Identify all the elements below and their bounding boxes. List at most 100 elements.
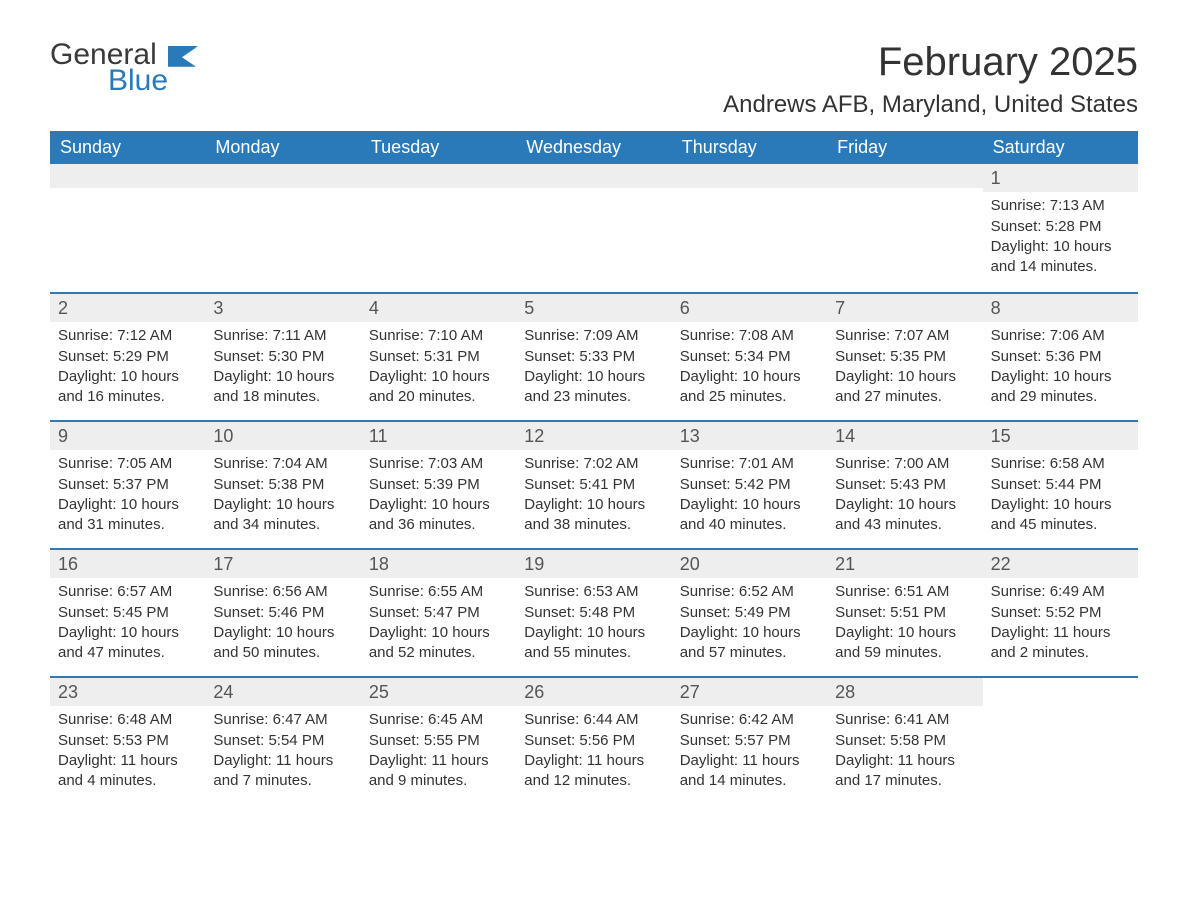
day-number: 11 (361, 422, 516, 450)
day-sunrise: Sunrise: 6:52 AM (680, 582, 819, 602)
calendar: SundayMondayTuesdayWednesdayThursdayFrid… (50, 131, 1138, 804)
day-sunset: Sunset: 5:47 PM (369, 603, 508, 623)
weekday-monday: Monday (205, 131, 360, 164)
day-dl1: Daylight: 10 hours (369, 367, 508, 387)
day-number (516, 164, 671, 188)
day-number: 15 (983, 422, 1138, 450)
day-cell: 21Sunrise: 6:51 AMSunset: 5:51 PMDayligh… (827, 550, 982, 676)
day-number: 28 (827, 678, 982, 706)
day-cell: 10Sunrise: 7:04 AMSunset: 5:38 PMDayligh… (205, 422, 360, 548)
weekday-sunday: Sunday (50, 131, 205, 164)
day-number: 22 (983, 550, 1138, 578)
day-number (827, 164, 982, 188)
day-cell (983, 678, 1138, 804)
day-sunset: Sunset: 5:34 PM (680, 347, 819, 367)
weekday-wednesday: Wednesday (516, 131, 671, 164)
day-sunrise: Sunrise: 6:42 AM (680, 710, 819, 730)
day-sunset: Sunset: 5:56 PM (524, 731, 663, 751)
week-row: 2Sunrise: 7:12 AMSunset: 5:29 PMDaylight… (50, 292, 1138, 420)
day-dl2: and 12 minutes. (524, 771, 663, 791)
day-dl2: and 52 minutes. (369, 643, 508, 663)
day-details: Sunrise: 6:49 AMSunset: 5:52 PMDaylight:… (991, 582, 1130, 663)
day-details: Sunrise: 7:08 AMSunset: 5:34 PMDaylight:… (680, 326, 819, 407)
day-dl2: and 45 minutes. (991, 515, 1130, 535)
day-cell: 2Sunrise: 7:12 AMSunset: 5:29 PMDaylight… (50, 294, 205, 420)
day-cell: 6Sunrise: 7:08 AMSunset: 5:34 PMDaylight… (672, 294, 827, 420)
day-dl1: Daylight: 10 hours (835, 623, 974, 643)
day-dl2: and 31 minutes. (58, 515, 197, 535)
day-dl1: Daylight: 10 hours (213, 367, 352, 387)
day-details: Sunrise: 6:58 AMSunset: 5:44 PMDaylight:… (991, 454, 1130, 535)
week-row: 16Sunrise: 6:57 AMSunset: 5:45 PMDayligh… (50, 548, 1138, 676)
day-dl1: Daylight: 10 hours (524, 495, 663, 515)
day-sunrise: Sunrise: 6:41 AM (835, 710, 974, 730)
day-sunset: Sunset: 5:49 PM (680, 603, 819, 623)
day-sunrise: Sunrise: 6:57 AM (58, 582, 197, 602)
flag-icon (168, 46, 202, 70)
title-block: February 2025 Andrews AFB, Maryland, Uni… (723, 40, 1138, 119)
day-cell: 15 Sunrise: 6:58 AMSunset: 5:44 PMDayligh… (983, 422, 1138, 548)
day-sunset: Sunset: 5:30 PM (213, 347, 352, 367)
day-dl2: and 36 minutes. (369, 515, 508, 535)
day-details: Sunrise: 7:02 AMSunset: 5:41 PMDaylight:… (524, 454, 663, 535)
day-number: 19 (516, 550, 671, 578)
day-dl1: Daylight: 11 hours (835, 751, 974, 771)
day-cell: 16Sunrise: 6:57 AMSunset: 5:45 PMDayligh… (50, 550, 205, 676)
day-cell: 11Sunrise: 7:03 AMSunset: 5:39 PMDayligh… (361, 422, 516, 548)
day-sunrise: Sunrise: 7:12 AM (58, 326, 197, 346)
day-sunset: Sunset: 5:39 PM (369, 475, 508, 495)
logo-text: General Blue (50, 40, 168, 96)
day-dl2: and 59 minutes. (835, 643, 974, 663)
day-cell: 24Sunrise: 6:47 AMSunset: 5:54 PMDayligh… (205, 678, 360, 804)
day-cell: 25Sunrise: 6:45 AMSunset: 5:55 PMDayligh… (361, 678, 516, 804)
day-details: Sunrise: 6:55 AMSunset: 5:47 PMDaylight:… (369, 582, 508, 663)
day-number: 21 (827, 550, 982, 578)
weekday-tuesday: Tuesday (361, 131, 516, 164)
day-sunset: Sunset: 5:36 PM (991, 347, 1130, 367)
day-dl1: Daylight: 11 hours (680, 751, 819, 771)
day-number (672, 164, 827, 188)
day-sunset: Sunset: 5:53 PM (58, 731, 197, 751)
day-dl2: and 9 minutes. (369, 771, 508, 791)
day-dl1: Daylight: 11 hours (213, 751, 352, 771)
day-details: Sunrise: 7:04 AMSunset: 5:38 PMDaylight:… (213, 454, 352, 535)
day-sunrise: Sunrise: 6:48 AM (58, 710, 197, 730)
day-sunrise: Sunrise: 7:07 AM (835, 326, 974, 346)
day-number: 9 (50, 422, 205, 450)
day-dl1: Daylight: 10 hours (58, 495, 197, 515)
day-sunset: Sunset: 5:42 PM (680, 475, 819, 495)
day-dl1: Daylight: 11 hours (991, 623, 1130, 643)
day-details: Sunrise: 7:01 AMSunset: 5:42 PMDaylight:… (680, 454, 819, 535)
day-dl1: Daylight: 10 hours (524, 623, 663, 643)
day-details: Sunrise: 6:41 AMSunset: 5:58 PMDaylight:… (835, 710, 974, 791)
day-details: Sunrise: 7:11 AMSunset: 5:30 PMDaylight:… (213, 326, 352, 407)
header: General Blue February 2025 Andrews AFB, … (50, 40, 1138, 119)
week-row: 23Sunrise: 6:48 AMSunset: 5:53 PMDayligh… (50, 676, 1138, 804)
day-details: Sunrise: 7:07 AMSunset: 5:35 PMDaylight:… (835, 326, 974, 407)
day-cell: 26Sunrise: 6:44 AMSunset: 5:56 PMDayligh… (516, 678, 671, 804)
day-number: 26 (516, 678, 671, 706)
day-cell: 3Sunrise: 7:11 AMSunset: 5:30 PMDaylight… (205, 294, 360, 420)
day-cell: 28 Sunrise: 6:41 AMSunset: 5:58 PMDayligh… (827, 678, 982, 804)
day-cell: 22 Sunrise: 6:49 AMSunset: 5:52 PMDayligh… (983, 550, 1138, 676)
day-sunset: Sunset: 5:51 PM (835, 603, 974, 623)
day-details: Sunrise: 6:52 AMSunset: 5:49 PMDaylight:… (680, 582, 819, 663)
day-dl2: and 18 minutes. (213, 387, 352, 407)
day-dl2: and 4 minutes. (58, 771, 197, 791)
day-dl1: Daylight: 11 hours (524, 751, 663, 771)
day-dl1: Daylight: 11 hours (369, 751, 508, 771)
day-cell: 7 Sunrise: 7:07 AMSunset: 5:35 PMDaylight… (827, 294, 982, 420)
day-dl1: Daylight: 10 hours (991, 495, 1130, 515)
day-dl2: and 16 minutes. (58, 387, 197, 407)
day-cell (827, 164, 982, 292)
day-number: 7 (827, 294, 982, 322)
day-dl2: and 55 minutes. (524, 643, 663, 663)
day-sunrise: Sunrise: 7:04 AM (213, 454, 352, 474)
day-details: Sunrise: 7:13 AMSunset: 5:28 PMDaylight:… (991, 196, 1130, 277)
day-dl1: Daylight: 10 hours (991, 367, 1130, 387)
day-number: 2 (50, 294, 205, 322)
day-cell: 8Sunrise: 7:06 AMSunset: 5:36 PMDaylight… (983, 294, 1138, 420)
day-sunset: Sunset: 5:46 PM (213, 603, 352, 623)
day-sunrise: Sunrise: 7:13 AM (991, 196, 1130, 216)
day-dl1: Daylight: 10 hours (835, 367, 974, 387)
